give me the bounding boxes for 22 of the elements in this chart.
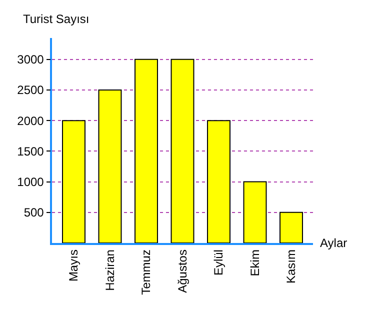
y-tick-label: 3000 <box>17 52 44 67</box>
x-tick-label: Kasım <box>284 250 298 284</box>
bar <box>134 58 158 243</box>
y-tick-label: 500 <box>24 206 44 220</box>
x-tick-label: Haziran <box>102 250 117 291</box>
y-tick-label: 1000 <box>17 175 44 190</box>
bar <box>98 90 122 243</box>
y-axis-title: Turist Sayısı <box>23 12 90 26</box>
x-tick-label: Ekim <box>248 250 262 276</box>
x-axis-title: Aylar <box>320 236 348 250</box>
x-tick-label: Ağustos <box>175 250 190 293</box>
bar <box>243 181 267 243</box>
x-tick-label: Mayıs <box>66 250 81 282</box>
x-tick-label: Eylül <box>212 250 226 276</box>
bar <box>280 212 303 243</box>
x-tick-label: Temmuz <box>139 250 154 295</box>
bar <box>207 120 230 243</box>
y-tick-label: 2000 <box>17 114 44 128</box>
bar <box>170 58 194 243</box>
y-tick-label: 2500 <box>17 83 44 98</box>
bar <box>62 120 86 243</box>
y-tick-label: 1500 <box>17 144 44 158</box>
